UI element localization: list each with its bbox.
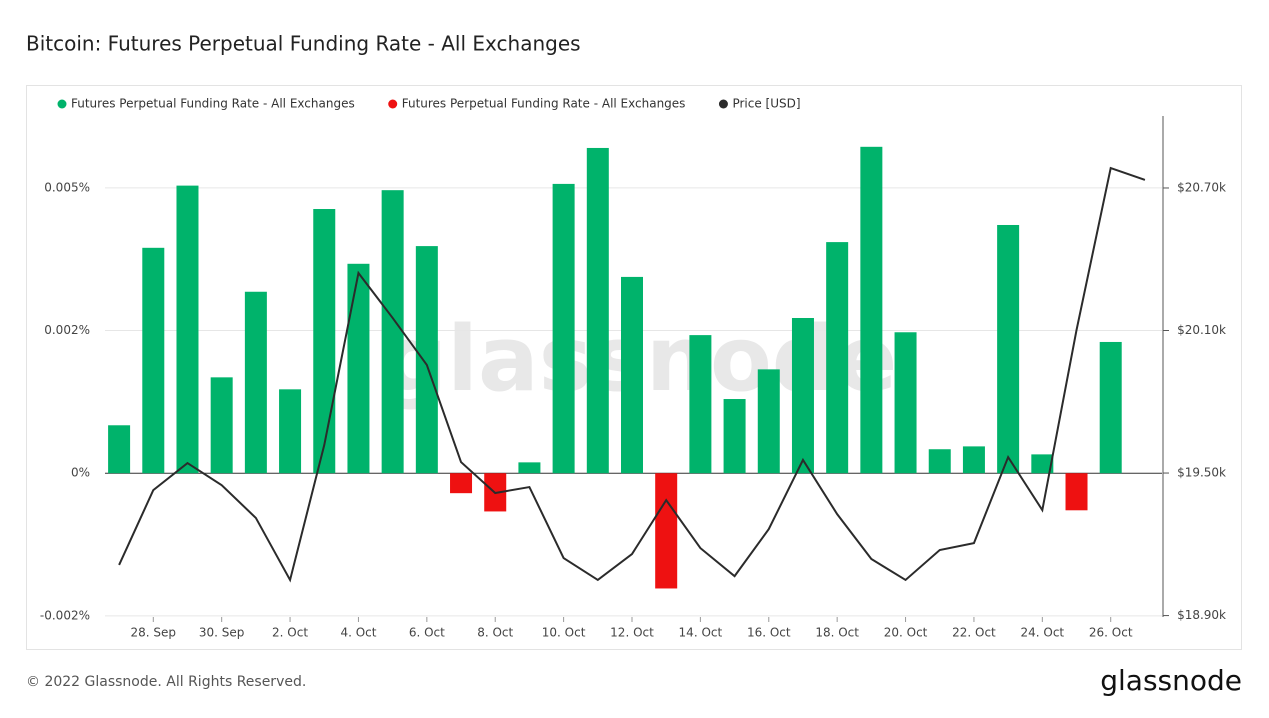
legend-label: Futures Perpetual Funding Rate - All Exc… xyxy=(71,97,355,111)
x-tick-label: 12. Oct xyxy=(610,626,654,640)
bar xyxy=(621,276,643,474)
y2-tick-label: $19.50k xyxy=(1177,466,1226,480)
x-tick-label: 26. Oct xyxy=(1089,626,1133,640)
bar xyxy=(997,224,1020,474)
bar xyxy=(518,462,541,474)
bar xyxy=(962,446,985,474)
x-tick-label: 16. Oct xyxy=(747,626,791,640)
bar xyxy=(450,473,473,494)
x-tick-label: 10. Oct xyxy=(542,626,586,640)
x-tick-label: 28. Sep xyxy=(131,626,177,640)
bar xyxy=(655,473,678,589)
bar xyxy=(928,449,951,474)
bar xyxy=(586,147,609,474)
y-tick-label: -0.002% xyxy=(40,608,90,622)
x-tick-label: 24. Oct xyxy=(1020,626,1064,640)
x-tick-label: 14. Oct xyxy=(679,626,723,640)
y-tick-label: 0.002% xyxy=(44,323,90,337)
bar xyxy=(552,183,575,474)
legend-label: Futures Perpetual Funding Rate - All Exc… xyxy=(402,97,686,111)
bar xyxy=(757,369,780,474)
bar xyxy=(313,209,336,474)
x-tick-label: 4. Oct xyxy=(340,626,376,640)
bar xyxy=(279,389,302,474)
logo: glassnode xyxy=(1100,664,1242,697)
x-tick-label: 2. Oct xyxy=(272,626,308,640)
bar xyxy=(210,377,233,474)
bar xyxy=(244,291,267,474)
x-tick-label: 18. Oct xyxy=(815,626,859,640)
bar xyxy=(791,317,814,474)
bar xyxy=(381,190,404,474)
bar xyxy=(176,185,199,474)
x-tick-label: 30. Sep xyxy=(199,626,245,640)
price-line xyxy=(118,166,1146,583)
chart-title: Bitcoin: Futures Perpetual Funding Rate … xyxy=(26,32,581,56)
bar xyxy=(108,425,131,474)
bar xyxy=(860,146,883,474)
legend-swatch xyxy=(57,99,67,109)
legend-swatch xyxy=(388,99,398,109)
legend-label: Price [USD] xyxy=(732,97,800,111)
bar xyxy=(415,246,438,474)
bar xyxy=(1099,341,1122,474)
x-tick-label: 8. Oct xyxy=(477,626,513,640)
y-tick-label: 0.005% xyxy=(44,180,90,194)
bar xyxy=(1065,473,1088,511)
y2-tick-label: $20.70k xyxy=(1177,180,1226,194)
bar xyxy=(142,247,165,474)
bar xyxy=(347,263,370,474)
y2-tick-label: $18.90k xyxy=(1177,608,1226,622)
legend-swatch xyxy=(718,99,728,109)
bar xyxy=(826,242,849,474)
bar xyxy=(723,399,746,474)
bar xyxy=(894,332,917,474)
x-tick-label: 20. Oct xyxy=(884,626,928,640)
footer: © 2022 Glassnode. All Rights Reserved. xyxy=(26,674,306,690)
x-tick-label: 6. Oct xyxy=(409,626,445,640)
bar xyxy=(689,335,712,474)
x-tick-label: 22. Oct xyxy=(952,626,996,640)
chart-frame xyxy=(26,85,1242,650)
bar xyxy=(1031,454,1054,474)
y2-tick-label: $20.10k xyxy=(1177,323,1226,337)
y-tick-label: 0% xyxy=(71,466,90,480)
